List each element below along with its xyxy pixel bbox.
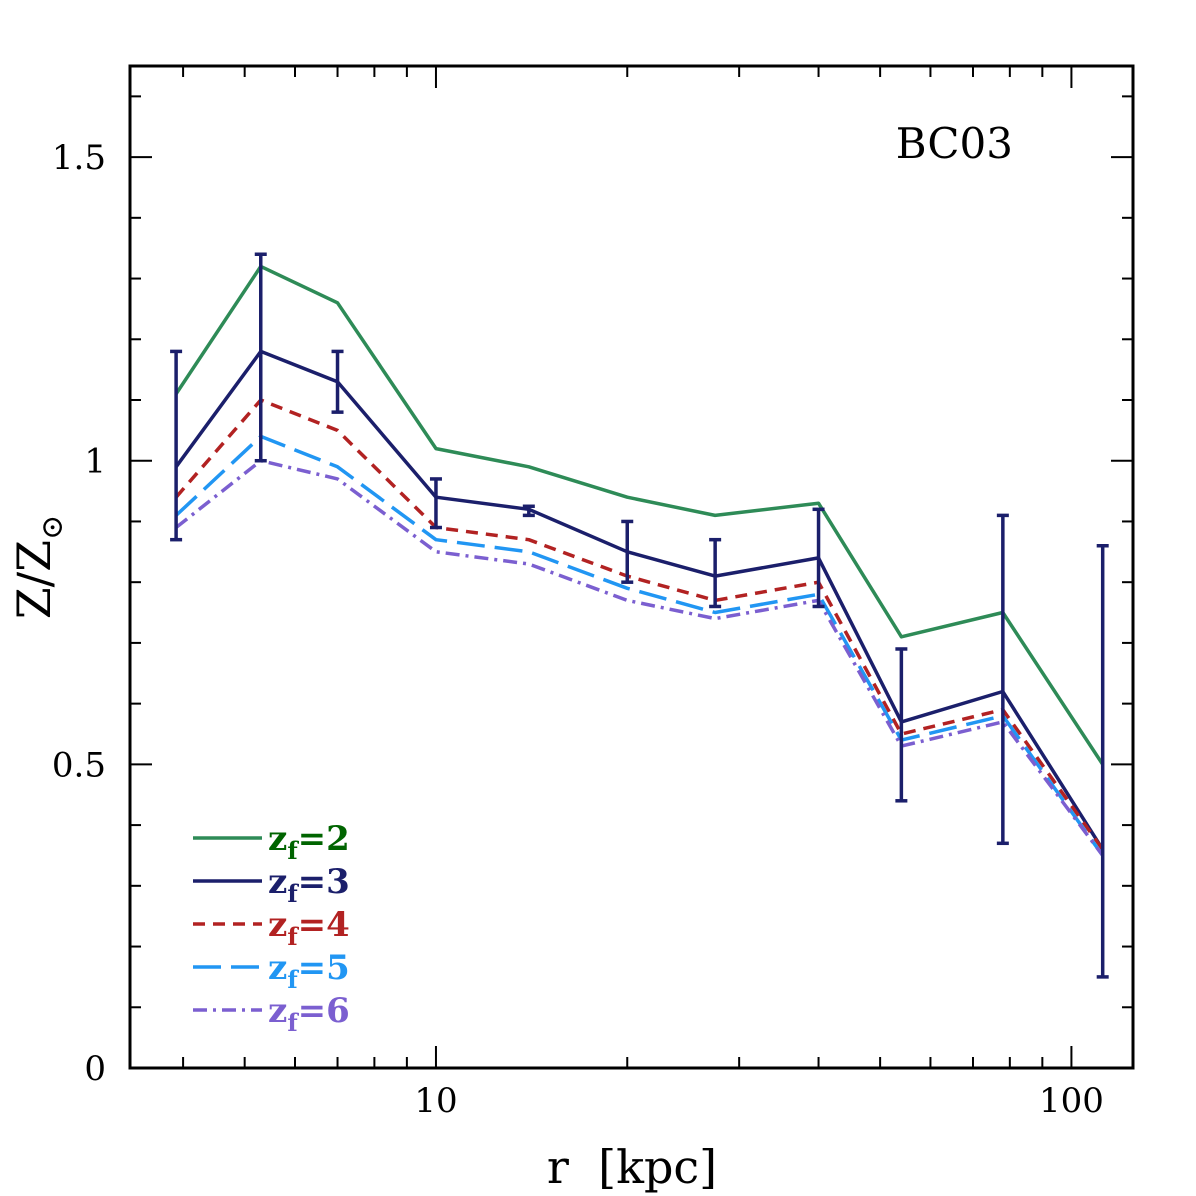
- legend-item: zf=3: [193, 862, 350, 908]
- error-bar: [895, 647, 908, 803]
- legend-label-value: =6: [298, 991, 350, 1031]
- y-axis-title-group: Z/Z⊙: [7, 515, 70, 620]
- error-bars: [170, 252, 1109, 979]
- legend-item: zf=5: [193, 948, 350, 994]
- series-line-zf=4: [174, 398, 1105, 851]
- legend-item: zf=4: [193, 905, 350, 951]
- legend-item: zf=2: [193, 819, 350, 865]
- legend-label-z: z: [268, 862, 287, 902]
- y-axis-title: Z/Z: [7, 540, 61, 619]
- y-tick-label: 0.5: [52, 745, 106, 785]
- legend-label-subscript: f: [287, 879, 299, 908]
- legend-label-value: =2: [298, 819, 350, 859]
- legend-label-subscript: f: [287, 965, 299, 994]
- y-tick-label: 1: [84, 442, 106, 482]
- legend-label-z: z: [268, 991, 287, 1031]
- y-axis-title-subscript: ⊙: [35, 515, 70, 540]
- x-axis-title: r [kpc]: [547, 1140, 717, 1194]
- error-bar: [709, 537, 722, 609]
- error-bar: [812, 507, 825, 609]
- legend-label-subscript: f: [287, 1008, 299, 1037]
- series-line-zf=5: [174, 434, 1105, 857]
- legend-label-z: z: [268, 819, 287, 859]
- legend-label-z: z: [268, 905, 287, 945]
- legend-label-z: z: [268, 948, 287, 988]
- y-tick-label: 0: [84, 1049, 106, 1089]
- tick-labels: 0 0.5 1 1.5 10 100: [52, 138, 1104, 1121]
- legend-label-subscript: f: [287, 922, 299, 951]
- error-bar: [170, 349, 183, 542]
- legend-item: zf=6: [193, 991, 350, 1037]
- series-line-zf=6: [175, 458, 1105, 857]
- legend-label: zf=3: [268, 862, 350, 908]
- legend-label: zf=5: [268, 948, 350, 994]
- error-bar: [331, 349, 344, 414]
- svg-text:Z/Z⊙: Z/Z⊙: [7, 515, 70, 620]
- error-bar: [522, 504, 535, 518]
- error-bar: [254, 252, 267, 463]
- series-line-zf=3: [174, 349, 1105, 851]
- error-bar: [429, 477, 442, 530]
- legend-label: zf=2: [268, 819, 350, 865]
- plot-frame: [128, 64, 1135, 1070]
- legend-label: zf=4: [268, 905, 350, 951]
- x-tick-label: 10: [414, 1081, 457, 1121]
- chart-title: BC03: [896, 119, 1013, 168]
- legend-label-subscript: f: [287, 836, 299, 865]
- series-group: [174, 264, 1105, 857]
- legend-label: zf=6: [268, 991, 350, 1037]
- legend-label-value: =4: [298, 905, 350, 945]
- x-tick-label: 100: [1039, 1081, 1104, 1121]
- error-bar: [1096, 543, 1109, 979]
- legend: zf=2zf=3zf=4zf=5zf=6: [193, 819, 350, 1037]
- error-bar: [621, 519, 634, 584]
- legend-label-value: =5: [298, 948, 350, 988]
- axis-ticks: [130, 66, 1133, 1069]
- series-line-zf=2: [174, 264, 1105, 766]
- y-tick-label: 1.5: [52, 138, 106, 178]
- legend-label-value: =3: [298, 862, 350, 902]
- error-bar: [996, 513, 1009, 846]
